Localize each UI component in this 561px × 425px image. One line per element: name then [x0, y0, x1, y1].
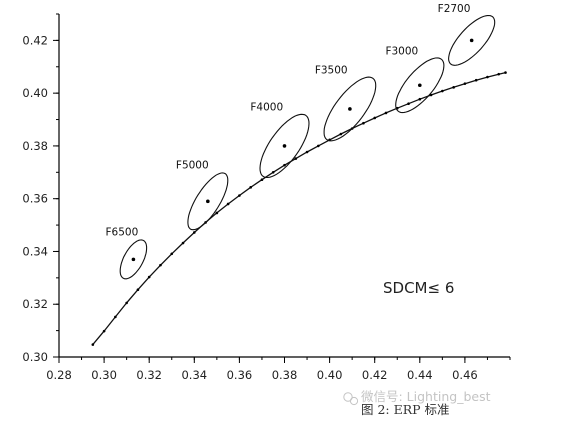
x-tick-label: 0.46: [452, 368, 478, 382]
locus-point: [497, 72, 501, 76]
locus-point: [136, 288, 140, 292]
ellipse-label: F3000: [385, 45, 418, 57]
macadam-ellipse: [187, 172, 229, 231]
watermark-text: 微信号: Lighting_best: [361, 389, 491, 404]
locus-point: [441, 89, 444, 93]
locus-point: [170, 252, 174, 256]
axes: [58, 14, 510, 358]
ellipse-label: F4000: [250, 101, 283, 113]
locus-point: [114, 315, 117, 319]
locus-point: [407, 102, 410, 106]
curve: [91, 71, 507, 346]
locus-point: [249, 186, 252, 189]
x-tick-label: 0.34: [181, 368, 207, 382]
locus-point: [294, 157, 298, 160]
x-tick-label: 0.36: [227, 368, 253, 382]
x-axis-ticks: 0.28 0.30 0.32 0.34 0.36 0.38 0.40 0.42 0.44 0.46: [46, 357, 511, 382]
locus-point: [362, 121, 365, 125]
x-tick-label: 0.38: [272, 368, 298, 382]
macadam-ellipse: [448, 14, 496, 66]
x-tick-label: 0.42: [362, 368, 388, 382]
locus-point: [226, 202, 230, 206]
macadam-ellipse: [259, 113, 310, 179]
y-tick-label: 0.30: [22, 350, 48, 364]
locus-point: [452, 86, 455, 89]
ellipse-center-point: [131, 257, 136, 262]
wechat-icon: [343, 392, 359, 406]
macadam-ellipse: [395, 57, 445, 114]
locus-point: [193, 231, 196, 234]
ellipse-center-point: [469, 38, 474, 43]
watermark: 微信号: Lighting_best: [343, 389, 491, 406]
macadam-ellipse: [119, 239, 148, 280]
planckian-locus-line: [92, 71, 506, 346]
y-axis-ticks: 0.30 0.32 0.34 0.36 0.38 0.40 0.42: [22, 13, 59, 364]
locus-point: [384, 111, 388, 115]
locus-point: [305, 150, 309, 154]
locus-point: [181, 241, 185, 245]
locus-point: [91, 343, 95, 346]
ellipses: F6500 F5000 F4000 F3500 F3000 F2700: [106, 3, 496, 280]
x-tick-label: 0.40: [317, 368, 343, 382]
x-tick-label: 0.32: [136, 368, 162, 382]
locus-point: [418, 97, 422, 101]
ellipse-label: F5000: [176, 160, 209, 172]
locus-point: [102, 329, 106, 333]
locus-point: [486, 75, 489, 79]
locus-point: [339, 132, 343, 136]
locus-point: [373, 116, 377, 120]
ellipse-center-point: [348, 107, 352, 111]
locus-point: [260, 178, 264, 181]
sdcm-annotation: SDCM≤ 6: [383, 279, 454, 297]
y-tick-label: 0.38: [22, 139, 48, 153]
locus-point: [159, 263, 162, 267]
locus-point: [271, 171, 275, 174]
ellipse-center-point: [282, 144, 287, 148]
y-tick-label: 0.34: [22, 244, 48, 258]
ellipse-center-point: [418, 83, 422, 88]
locus-point: [238, 194, 241, 197]
y-tick-label: 0.32: [22, 297, 48, 311]
ellipse-label: F2700: [438, 3, 471, 15]
locus-point: [125, 301, 128, 305]
locus-point: [474, 78, 478, 82]
ellipse-label: F6500: [106, 226, 139, 238]
locus-point: [215, 211, 219, 215]
locus-point: [283, 163, 286, 167]
y-tick-label: 0.40: [22, 86, 48, 100]
locus-point: [504, 71, 507, 74]
x-tick-label: 0.44: [407, 368, 433, 382]
figure-caption: 图 2: ERP 标准: [361, 402, 450, 417]
locus-point: [317, 144, 320, 148]
locus-point: [147, 275, 151, 279]
y-tick-label: 0.36: [22, 192, 48, 206]
macadam-ellipse: [323, 76, 377, 142]
locus-point: [463, 82, 467, 85]
x-tick-label: 0.28: [46, 368, 72, 382]
y-tick-label: 0.42: [22, 33, 48, 47]
x-tick-label: 0.30: [91, 368, 117, 382]
ellipse-label: F3500: [315, 64, 348, 76]
ellipse-center-point: [206, 199, 210, 204]
